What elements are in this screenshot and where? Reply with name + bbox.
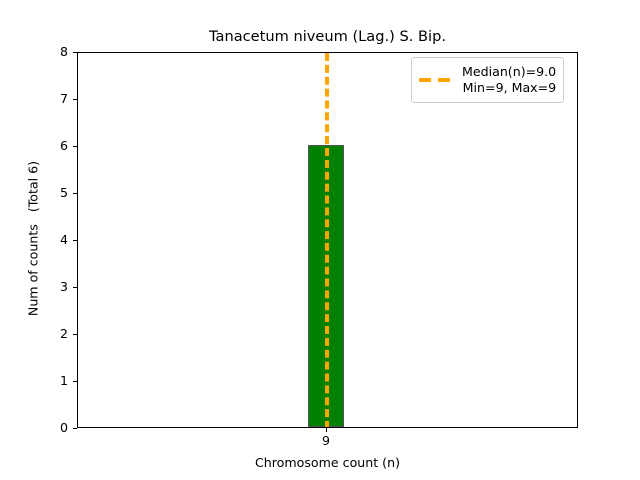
xtick-mark-9: [326, 428, 327, 432]
ytick-label-4: 4: [59, 232, 68, 247]
ytick-mark-8: [73, 52, 77, 53]
y-axis-label: Num of counts (Total 6): [25, 160, 41, 317]
xtick-label-9: 9: [321, 433, 330, 448]
dashed-line-marker-icon: [419, 73, 453, 87]
ytick-label-7: 7: [59, 91, 68, 106]
legend-entry-median: Median(n)=9.0 Min=9, Max=9: [419, 64, 556, 96]
ytick-label-8: 8: [59, 44, 68, 59]
ytick-label-0: 0: [59, 420, 68, 435]
legend-median-label: Median(n)=9.0: [462, 64, 557, 79]
ytick-mark-4: [73, 240, 77, 241]
ytick-label-5: 5: [59, 185, 68, 200]
ytick-mark-0: [73, 428, 77, 429]
legend[interactable]: Median(n)=9.0 Min=9, Max=9: [411, 57, 565, 103]
median-line: [325, 53, 329, 427]
legend-minmax-label: Min=9, Max=9: [462, 80, 557, 95]
legend-entry-text: Median(n)=9.0 Min=9, Max=9: [462, 64, 556, 96]
ytick-mark-7: [73, 99, 77, 100]
ytick-label-1: 1: [59, 373, 68, 388]
ytick-label-2: 2: [59, 326, 68, 341]
ytick-mark-3: [73, 287, 77, 288]
ytick-mark-5: [73, 193, 77, 194]
ytick-label-6: 6: [59, 138, 68, 153]
x-axis-label: Chromosome count (n): [255, 455, 400, 470]
ytick-mark-6: [73, 146, 77, 147]
ytick-mark-2: [73, 334, 77, 335]
plot-area: [77, 52, 578, 428]
ytick-mark-1: [73, 381, 77, 382]
ytick-label-3: 3: [59, 279, 68, 294]
chart-title: Tanacetum niveum (Lag.) S. Bip.: [209, 28, 446, 45]
